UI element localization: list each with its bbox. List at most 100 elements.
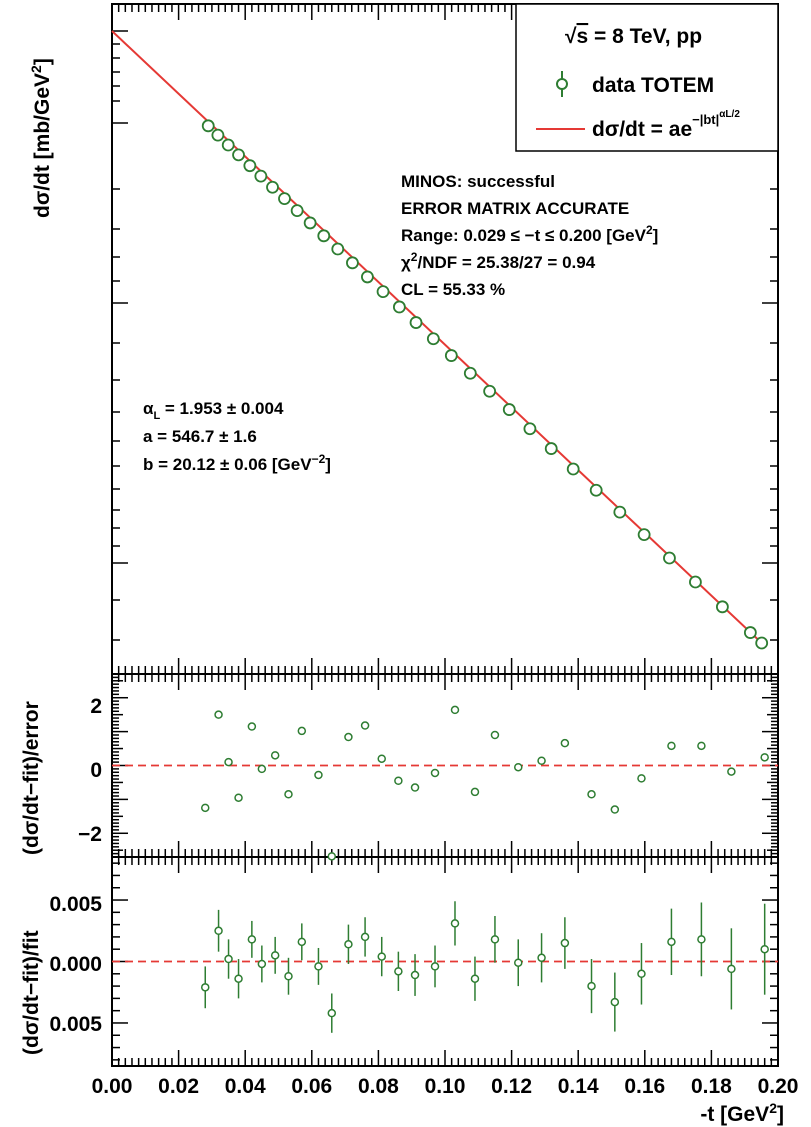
x-tick-label: 0.04 [225,1075,266,1098]
residual-point [430,768,440,778]
data-point [232,148,245,162]
legend-box [515,3,779,152]
residual-point [667,937,676,947]
data-point [463,366,477,380]
x-tick-label: 0.12 [491,1075,532,1098]
y-tick-label: 0 [90,759,102,782]
data-point [409,316,423,329]
x-tick-label: 0.00 [92,1075,133,1098]
data-point [444,349,458,362]
fit-status-annotation: MINOS: successful ERROR MATRIX ACCURATE … [401,172,658,299]
residual-point [637,969,646,979]
fit-status-line: ERROR MATRIX ACCURATE [401,199,629,218]
data-point [743,626,757,639]
residual-point [760,753,769,762]
data-point [637,528,651,542]
data-point [523,422,537,436]
residual-point [610,805,620,814]
residual-point [327,852,337,861]
x-tick-label: 0.20 [758,1075,799,1098]
residual-point [560,738,570,748]
data-point [392,300,406,314]
data-point [331,242,345,256]
x-tick-label: 0.14 [558,1075,599,1098]
data-point [243,159,257,173]
residual-point [727,964,736,974]
legend-label-fit: dσ/dt = ae−|bt|αL/2 [592,109,740,141]
residual-point [410,783,420,792]
legend-marker-data [556,71,568,97]
data-point [290,204,304,218]
residual-point [637,774,646,783]
residual-point [377,952,386,961]
residual-point [394,967,403,976]
residual-point [377,754,386,763]
data-points-relative-residual [200,901,769,1033]
data-points-main [201,119,769,650]
residual-point [314,962,323,971]
residual-point [284,790,293,799]
data-point [278,192,291,206]
residual-point [560,938,570,948]
y-tick-label: 0.005 [49,893,102,916]
residual-point [450,705,460,715]
residual-point [214,926,223,936]
data-point [566,462,580,476]
residual-point [257,959,267,969]
y-tick-label: 0.005 [49,1013,102,1036]
residual-point [247,722,257,731]
residual-point [234,974,243,983]
legend: √s = 8 TeV, pp data TOTEM dσ/dt = ae−|bt… [515,3,779,152]
data-point [544,442,558,455]
x-tick-label: 0.10 [425,1075,466,1098]
residual-point [394,776,403,785]
residual-point [224,954,233,964]
param-a: a = 546.7 ± 1.6 [143,427,257,446]
y-axis-title-main: dσ/dt [mb/GeV2] [28,58,54,218]
legend-label-data: data TOTEM [592,74,714,97]
fit-status-line: MINOS: successful [401,172,555,191]
data-point [715,600,729,614]
residual-point [327,1008,337,1018]
residual-point [727,767,736,776]
residual-point [514,958,523,967]
residual-point [284,972,293,981]
residual-point [760,944,769,954]
fit-range-line: Range: 0.029 ≤ −t ≤ 0.200 [GeV2] [401,223,658,245]
x-tick-label: 0.02 [158,1075,199,1098]
residual-point [490,730,500,740]
residual-point [430,962,440,971]
y-axis-title-relative: (dσ/dt−fit)/fit [20,930,43,1055]
residual-point [200,803,210,813]
residual-point [314,770,323,780]
data-point [613,505,627,519]
residual-point [200,983,210,992]
residual-point [297,726,307,736]
data-point [376,285,390,299]
y-tick-label: 2 [90,695,102,718]
data-points-normalized-residual [200,705,769,861]
residual-point [587,981,596,991]
data-point [317,229,331,243]
residual-point [470,787,480,797]
data-point [303,216,317,230]
residual-point [490,935,500,944]
residual-point [514,762,523,772]
data-point [502,403,516,416]
data-point [663,551,676,565]
y-axis-title-normalized: (dσ/dt−fit)/error [20,701,43,855]
legend-header: √s = 8 TeV, pp [565,25,702,48]
data-point [266,180,279,194]
x-tick-labels: 0.00 0.02 0.04 0.06 0.08 0.10 0.12 0.14 0.16 0.18… [92,1075,799,1098]
data-point [211,128,225,142]
fit-parameters-annotation: αL = 1.953 ± 0.004 a = 546.7 ± 1.6 b = 2… [143,399,331,474]
residual-point [224,757,233,767]
residual-point [470,974,480,983]
residual-point [297,937,307,947]
x-tick-label: 0.18 [691,1075,732,1098]
residual-point [697,741,706,751]
residual-point [270,951,280,960]
residual-point [344,732,353,742]
residual-point [257,764,267,774]
